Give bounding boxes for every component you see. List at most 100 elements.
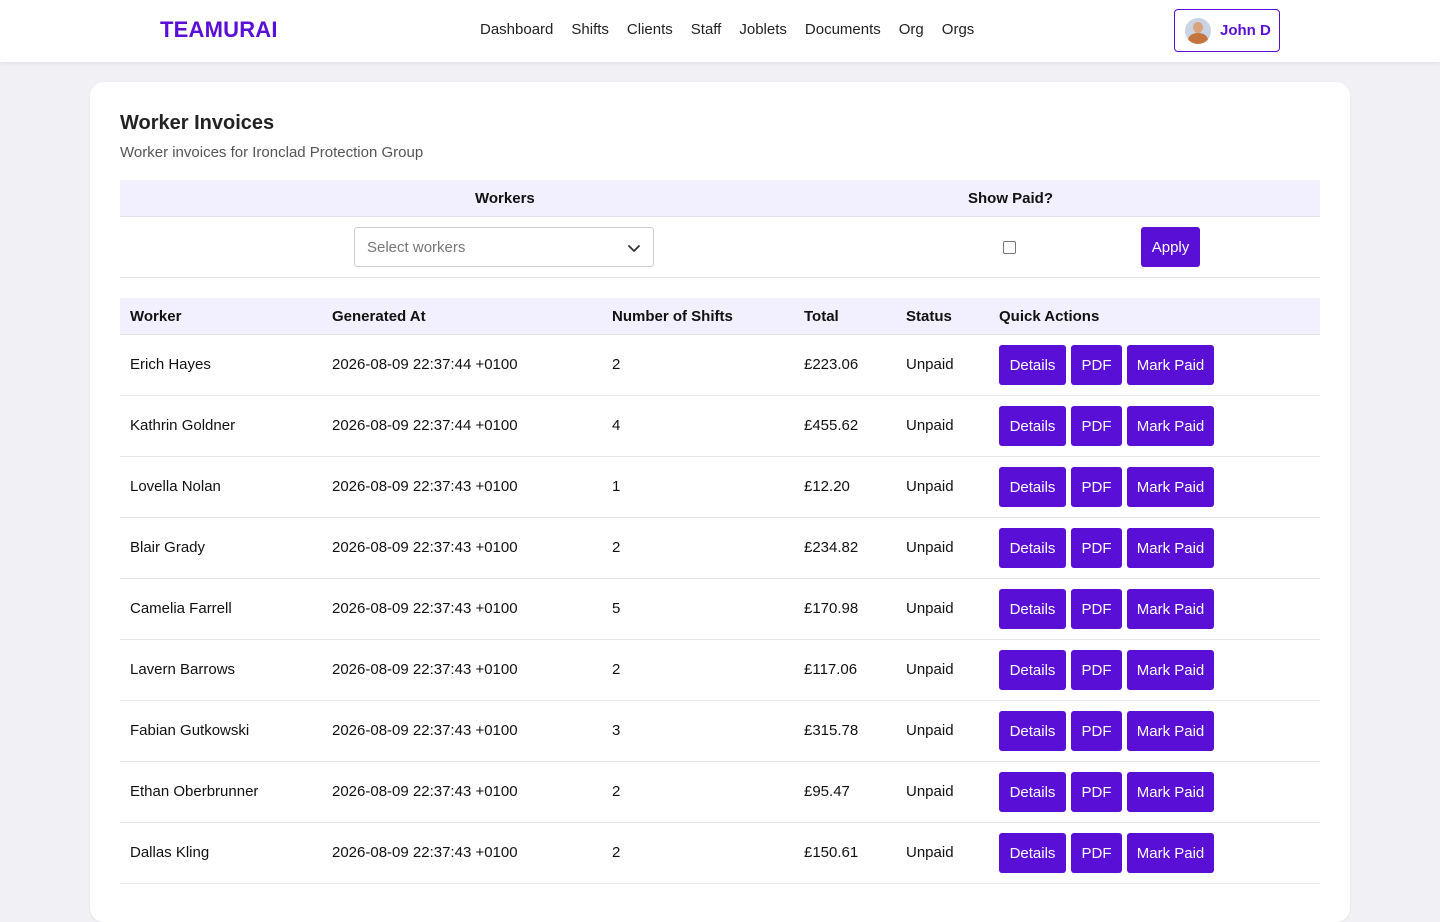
table-row: Kathrin Goldner 2026-08-09 22:37:44 +010… (120, 396, 1320, 457)
filter-controls-row: Select workers Apply (120, 217, 1320, 278)
mark-paid-button[interactable]: Mark Paid (1127, 650, 1214, 690)
brand-logo[interactable]: TEAMURAI (160, 17, 278, 42)
pdf-button[interactable]: PDF (1071, 711, 1122, 751)
quick-actions: Details PDF Mark Paid (999, 528, 1219, 568)
shift-count: 1 (612, 478, 621, 495)
worker-name: Fabian Gutkowski (130, 722, 250, 739)
pdf-button[interactable]: PDF (1071, 406, 1122, 446)
details-button[interactable]: Details (999, 772, 1066, 812)
generated-at: 2026-08-09 22:37:43 +0100 (332, 661, 518, 678)
nav-org[interactable]: Org (898, 21, 924, 38)
invoices-table: Worker Generated At Number of Shifts Tot… (120, 298, 1320, 884)
quick-actions: Details PDF Mark Paid (999, 467, 1219, 507)
show-paid-label: Show Paid? (968, 190, 1054, 207)
mark-paid-button[interactable]: Mark Paid (1127, 589, 1214, 629)
mark-paid-button[interactable]: Mark Paid (1127, 467, 1214, 507)
invoice-total: £150.61 (804, 844, 859, 861)
generated-at: 2026-08-09 22:37:43 +0100 (332, 722, 518, 739)
invoice-status: Unpaid (906, 783, 954, 800)
col-generated-at: Generated At (332, 308, 426, 325)
col-worker: Worker (130, 308, 182, 325)
worker-name: Lavern Barrows (130, 661, 236, 678)
generated-at: 2026-08-09 22:37:44 +0100 (332, 356, 518, 373)
nav-dashboard[interactable]: Dashboard (480, 21, 554, 38)
mark-paid-button[interactable]: Mark Paid (1127, 711, 1214, 751)
worker-name: Ethan Oberbrunner (130, 783, 259, 800)
generated-at: 2026-08-09 22:37:43 +0100 (332, 600, 518, 617)
table-body: Erich Hayes 2026-08-09 22:37:44 +0100 2 … (120, 335, 1320, 884)
invoice-status: Unpaid (906, 356, 954, 373)
table-row: Lavern Barrows 2026-08-09 22:37:43 +0100… (120, 640, 1320, 701)
col-total: Total (804, 308, 839, 325)
top-navbar: TEAMURAI Dashboard Shifts Clients Staff … (0, 0, 1440, 62)
table-row: Lovella Nolan 2026-08-09 22:37:43 +0100 … (120, 457, 1320, 518)
mark-paid-button[interactable]: Mark Paid (1127, 772, 1214, 812)
page-title: Worker Invoices (120, 112, 275, 134)
invoice-total: £95.47 (804, 783, 850, 800)
user-menu-button[interactable]: John D (1174, 9, 1280, 52)
mark-paid-button[interactable]: Mark Paid (1127, 406, 1214, 446)
generated-at: 2026-08-09 22:37:43 +0100 (332, 783, 518, 800)
invoice-total: £170.98 (804, 600, 859, 617)
table-header-row: Worker Generated At Number of Shifts Tot… (120, 298, 1320, 335)
workers-filter-label: Workers (475, 190, 535, 207)
nav-shifts[interactable]: Shifts (571, 21, 609, 38)
col-number-of-shifts: Number of Shifts (612, 308, 733, 325)
generated-at: 2026-08-09 22:37:43 +0100 (332, 478, 518, 495)
pdf-button[interactable]: PDF (1071, 772, 1122, 812)
invoice-total: £117.06 (804, 661, 858, 678)
shift-count: 2 (612, 844, 621, 861)
invoice-total: £12.20 (804, 478, 850, 495)
pdf-button[interactable]: PDF (1071, 528, 1122, 568)
details-button[interactable]: Details (999, 589, 1066, 629)
details-button[interactable]: Details (999, 711, 1066, 751)
table-row: Fabian Gutkowski 2026-08-09 22:37:43 +01… (120, 701, 1320, 762)
worker-name: Camelia Farrell (130, 600, 232, 617)
workers-select[interactable]: Select workers (354, 227, 654, 267)
col-status: Status (906, 308, 952, 325)
mark-paid-button[interactable]: Mark Paid (1127, 528, 1214, 568)
table-row: Blair Grady 2026-08-09 22:37:43 +0100 2 … (120, 518, 1320, 579)
details-button[interactable]: Details (999, 406, 1066, 446)
pdf-button[interactable]: PDF (1071, 650, 1122, 690)
filter-table: Workers Show Paid? Select workers Apply (120, 180, 1320, 278)
nav-documents[interactable]: Documents (804, 21, 881, 38)
nav-clients[interactable]: Clients (626, 21, 673, 38)
filter-header-row: Workers Show Paid? (120, 180, 1320, 217)
invoice-total: £455.62 (804, 417, 859, 434)
invoice-total: £234.82 (804, 539, 859, 556)
user-name: John D (1220, 22, 1271, 39)
quick-actions: Details PDF Mark Paid (999, 772, 1219, 812)
worker-name: Erich Hayes (130, 356, 211, 373)
col-quick-actions: Quick Actions (999, 308, 1100, 325)
worker-name: Lovella Nolan (130, 478, 221, 495)
worker-name: Dallas Kling (130, 844, 210, 861)
details-button[interactable]: Details (999, 650, 1066, 690)
mark-paid-button[interactable]: Mark Paid (1127, 833, 1214, 873)
pdf-button[interactable]: PDF (1071, 589, 1122, 629)
workers-select-placeholder: Select workers (367, 238, 466, 256)
pdf-button[interactable]: PDF (1071, 833, 1122, 873)
pdf-button[interactable]: PDF (1071, 467, 1122, 507)
nav-staff[interactable]: Staff (690, 21, 722, 38)
invoices-card: Worker Invoices Worker invoices for Iron… (90, 82, 1350, 922)
table-row: Ethan Oberbrunner 2026-08-09 22:37:43 +0… (120, 762, 1320, 823)
details-button[interactable]: Details (999, 345, 1066, 385)
apply-button[interactable]: Apply (1141, 227, 1200, 267)
show-paid-checkbox[interactable] (1003, 241, 1016, 254)
main-nav: Dashboard Shifts Clients Staff Joblets D… (480, 21, 992, 38)
quick-actions: Details PDF Mark Paid (999, 711, 1219, 751)
nav-joblets[interactable]: Joblets (739, 21, 787, 38)
mark-paid-button[interactable]: Mark Paid (1127, 345, 1214, 385)
pdf-button[interactable]: PDF (1071, 345, 1122, 385)
quick-actions: Details PDF Mark Paid (999, 833, 1219, 873)
shift-count: 2 (612, 356, 621, 373)
shift-count: 2 (612, 539, 621, 556)
invoice-status: Unpaid (906, 844, 954, 861)
worker-name: Kathrin Goldner (130, 417, 236, 434)
shift-count: 2 (612, 661, 621, 678)
details-button[interactable]: Details (999, 528, 1066, 568)
details-button[interactable]: Details (999, 833, 1066, 873)
nav-orgs[interactable]: Orgs (941, 21, 975, 38)
details-button[interactable]: Details (999, 467, 1066, 507)
